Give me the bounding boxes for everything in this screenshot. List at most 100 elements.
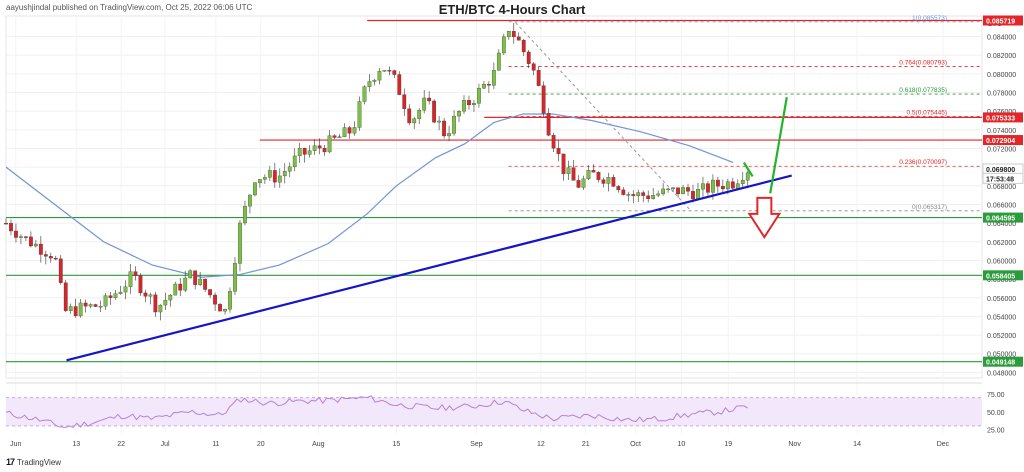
candle-up [262, 177, 267, 180]
candle-up [581, 178, 586, 188]
candle-up [297, 148, 302, 157]
x-tick-label: Sep [470, 441, 483, 448]
y-tick-label: 0.084000 [987, 35, 1016, 42]
rsi-band [6, 397, 982, 426]
candle-down [133, 271, 138, 276]
candle-down [646, 195, 651, 199]
candle-up [33, 243, 38, 247]
rsi-tick-label: 25.00 [987, 427, 1005, 434]
candle-up [651, 195, 656, 199]
price-tag-label: 0.072904 [986, 138, 1015, 145]
candle-up [128, 271, 133, 287]
candle-up [277, 175, 282, 183]
bearish-arrow-icon [747, 196, 782, 239]
candle-down [676, 187, 680, 195]
candle-down [9, 223, 13, 232]
rsi-tick-label: 50.00 [987, 410, 1005, 417]
bullish-projection-line [769, 96, 788, 194]
candle-up [586, 170, 591, 180]
candle-up [477, 88, 481, 104]
candle-down [686, 187, 690, 192]
candle-up [452, 115, 456, 134]
price-tag [983, 212, 1023, 223]
price-tag [982, 172, 1024, 184]
candle-up [103, 295, 108, 307]
candle-up [173, 283, 178, 296]
price-tag-label: 0.069800 [986, 167, 1015, 174]
candle-down [43, 254, 48, 257]
x-tick-label: 12 [537, 441, 545, 448]
y-tick-label: 0.068000 [987, 184, 1016, 191]
price-tag-label: 0.075333 [986, 115, 1015, 122]
candle-up [606, 177, 611, 184]
y-tick-label: 0.078000 [987, 91, 1016, 98]
candle-down [93, 304, 98, 307]
candle-down [561, 153, 566, 174]
candle-up [412, 118, 417, 124]
candle-down [611, 177, 616, 187]
candle-down [138, 275, 143, 294]
candle-up [98, 306, 103, 308]
candle-down [641, 192, 646, 196]
candle-up [482, 84, 486, 89]
candle-up [681, 187, 685, 195]
candle-up [168, 294, 173, 301]
candle-up [745, 172, 750, 181]
candle-down [596, 172, 601, 180]
candle-down [591, 170, 596, 173]
candle-down [621, 189, 626, 195]
candle-down [397, 74, 402, 95]
candle-down [536, 70, 541, 86]
candle-down [706, 183, 710, 193]
candle-down [83, 302, 88, 307]
candle-down [347, 127, 352, 134]
candles-layer [4, 23, 750, 321]
candle-down [73, 306, 78, 317]
candle-up [367, 81, 372, 87]
candle-up [377, 71, 382, 81]
candle-up [188, 270, 193, 279]
candle-down [407, 108, 412, 124]
candle-up [701, 183, 705, 190]
candle-up [506, 31, 511, 37]
candle-down [556, 148, 561, 155]
level-lines-layer [6, 19, 982, 363]
candle-down [332, 135, 337, 138]
candle-down [143, 292, 148, 297]
y-tick-label: 0.082000 [987, 53, 1016, 60]
x-tick-label: Oct [630, 441, 641, 448]
fib-label: 0(0.065317) [912, 204, 947, 211]
candle-up [337, 136, 342, 138]
candle-down [178, 283, 183, 291]
candle-up [711, 179, 715, 193]
candle-down [108, 295, 113, 298]
x-tick-label: Jun [10, 441, 21, 448]
price-tag-label: 0.049148 [986, 360, 1015, 367]
candle-up [78, 302, 83, 317]
candle-down [571, 167, 576, 181]
candle-up [228, 291, 232, 310]
candle-down [208, 289, 212, 296]
candle-up [472, 103, 476, 106]
fib-label: 0.618(0.077835) [899, 87, 947, 94]
candle-down [467, 100, 471, 106]
candle-down [427, 97, 432, 102]
y-tick-label: 0.048000 [987, 370, 1016, 377]
candle-up [243, 205, 247, 224]
price-tag [983, 112, 1023, 123]
x-tick-label: 10 [677, 441, 685, 448]
candle-up [88, 304, 93, 307]
fib-label: 0.764(0.080793) [899, 59, 947, 66]
price-tag-label: 0.085719 [986, 18, 1015, 25]
candle-down [546, 113, 551, 136]
candle-up [735, 183, 740, 189]
candle-down [203, 278, 208, 290]
candle-down [24, 236, 28, 238]
tradingview-branding[interactable]: 17 TradingView [6, 457, 61, 467]
candle-down [541, 85, 546, 114]
candle-down [526, 51, 531, 64]
candle-up [740, 180, 745, 184]
candle-up [148, 294, 153, 297]
candle-up [223, 309, 227, 312]
